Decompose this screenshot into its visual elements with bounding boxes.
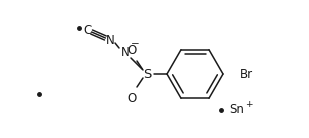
Text: N: N (106, 34, 114, 47)
Text: C: C (83, 23, 91, 36)
Text: O: O (127, 43, 137, 56)
Text: S: S (143, 67, 151, 80)
Text: Br: Br (240, 67, 253, 80)
Text: O: O (127, 91, 137, 104)
Text: Sn: Sn (229, 103, 244, 116)
Text: −: − (131, 39, 139, 49)
Text: N: N (121, 46, 129, 59)
Text: +: + (245, 100, 253, 109)
